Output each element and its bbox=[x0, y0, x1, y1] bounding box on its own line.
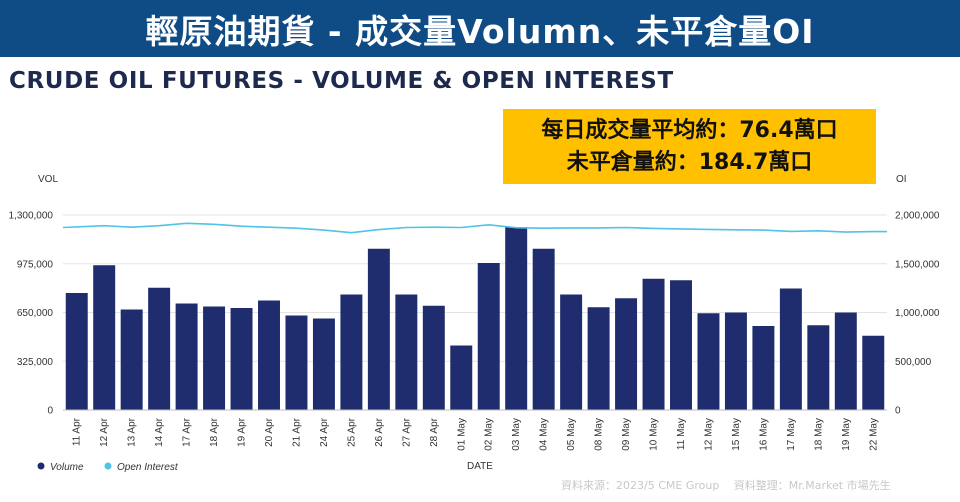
volume-bar bbox=[285, 315, 308, 410]
callout-volume-line: 每日成交量平均約：76.4萬口 bbox=[541, 117, 838, 143]
left-axis-title: VOL bbox=[38, 174, 58, 185]
legend: Volume Open Interest bbox=[37, 462, 179, 473]
legend-oi-marker bbox=[104, 462, 112, 470]
x-tick-label: 13 Apr bbox=[127, 417, 138, 447]
volume-bar bbox=[752, 326, 775, 410]
y-right-tick-label: 1,000,000 bbox=[895, 308, 940, 319]
legend-oi-label: Open Interest bbox=[117, 462, 179, 473]
x-tick-label: 24 Apr bbox=[319, 417, 330, 447]
x-tick-label: 10 May bbox=[649, 418, 660, 451]
summary-callout: 每日成交量平均約：76.4萬口 未平倉量約：184.7萬口 bbox=[503, 109, 876, 184]
chart-subtitle: CRUDE OIL FUTURES - VOLUME & OPEN INTERE… bbox=[9, 68, 674, 94]
volume-bar bbox=[120, 309, 143, 410]
volume-bar bbox=[779, 288, 802, 410]
x-tick-label: 14 Apr bbox=[154, 417, 165, 447]
x-tick-label: 28 Apr bbox=[429, 417, 440, 447]
volume-bars bbox=[65, 227, 885, 410]
axes: 0 325,000 650,000 975,000 1,300,000 0 500,000 1… bbox=[9, 211, 940, 451]
legend-volume-label: Volume bbox=[50, 462, 84, 473]
volume-bar bbox=[258, 300, 280, 410]
x-tick-label: 20 Apr bbox=[264, 417, 275, 447]
volume-bar bbox=[560, 294, 583, 410]
x-tick-label: 09 May bbox=[621, 418, 632, 451]
volume-bar bbox=[395, 294, 418, 410]
volume-bar bbox=[724, 312, 747, 410]
y-left-tick-label: 0 bbox=[47, 406, 53, 417]
volume-bar bbox=[587, 307, 610, 410]
x-tick-label: 25 Apr bbox=[346, 417, 357, 447]
volume-bar bbox=[477, 263, 500, 410]
y-left-tick-label: 1,300,000 bbox=[9, 211, 54, 222]
volume-bar bbox=[148, 287, 171, 410]
x-tick-label: 22 May bbox=[868, 418, 879, 451]
x-tick-label: 12 May bbox=[703, 418, 714, 451]
volume-bar bbox=[340, 294, 363, 410]
volume-bar bbox=[93, 265, 116, 410]
x-tick-label: 05 May bbox=[566, 418, 577, 451]
callout-oi-line: 未平倉量約：184.7萬口 bbox=[566, 149, 813, 175]
x-tick-label: 04 May bbox=[539, 418, 550, 451]
x-tick-label: 18 Apr bbox=[209, 417, 220, 447]
x-tick-label: 19 Apr bbox=[237, 417, 248, 447]
volume-bar bbox=[834, 312, 857, 410]
x-tick-label: 17 Apr bbox=[182, 417, 193, 447]
x-tick-label: 12 Apr bbox=[99, 417, 110, 447]
x-tick-label: 02 May bbox=[484, 418, 495, 451]
volume-bar bbox=[450, 345, 473, 410]
open-interest-line-group bbox=[62, 222, 887, 234]
x-tick-label: 19 May bbox=[841, 418, 852, 451]
x-tick-label: 16 May bbox=[758, 418, 769, 451]
volume-bar bbox=[532, 248, 555, 410]
x-tick-label: 01 May bbox=[456, 418, 467, 451]
source-note: 資料來源：2023/5 CME Group 資料整理：Mr.Market 市場先… bbox=[561, 479, 891, 492]
volume-bar bbox=[807, 325, 830, 410]
volume-bar bbox=[65, 293, 88, 410]
y-left-tick-label: 650,000 bbox=[17, 308, 54, 319]
volume-bar bbox=[203, 306, 226, 410]
volume-bar bbox=[312, 318, 335, 410]
volume-bar bbox=[670, 280, 692, 410]
open-interest-line bbox=[62, 222, 887, 234]
y-right-tick-label: 2,000,000 bbox=[895, 211, 940, 222]
banner-title: 輕原油期貨 - 成交量Volumn、未平倉量OI bbox=[0, 0, 960, 57]
volume-bar bbox=[367, 248, 390, 410]
x-tick-label: 21 Apr bbox=[291, 417, 302, 447]
x-tick-label: 11 Apr bbox=[72, 417, 83, 446]
x-tick-label: 15 May bbox=[731, 418, 742, 451]
right-axis-title: OI bbox=[896, 174, 907, 185]
volume-bar bbox=[505, 227, 528, 410]
y-right-tick-label: 0 bbox=[895, 406, 901, 417]
y-right-tick-label: 500,000 bbox=[895, 357, 932, 368]
volume-bar bbox=[422, 305, 445, 410]
x-axis-title: DATE bbox=[467, 461, 493, 472]
x-tick-label: 08 May bbox=[594, 418, 605, 451]
x-tick-label: 27 Apr bbox=[401, 417, 412, 447]
legend-volume-marker bbox=[37, 462, 45, 470]
volume-bar bbox=[862, 335, 885, 410]
volume-bar bbox=[230, 308, 253, 410]
x-tick-label: 03 May bbox=[511, 418, 522, 451]
y-left-tick-label: 975,000 bbox=[17, 259, 54, 270]
y-left-tick-label: 325,000 bbox=[17, 357, 54, 368]
x-tick-label: 18 May bbox=[813, 418, 824, 451]
x-tick-label: 17 May bbox=[786, 418, 797, 451]
volume-bar bbox=[642, 278, 665, 410]
volume-bar bbox=[697, 313, 720, 410]
y-right-tick-label: 1,500,000 bbox=[895, 259, 940, 270]
x-tick-label: 26 Apr bbox=[374, 417, 385, 447]
volume-bar bbox=[615, 298, 638, 410]
x-tick-label: 11 May bbox=[676, 418, 687, 450]
volume-bar bbox=[175, 303, 198, 410]
